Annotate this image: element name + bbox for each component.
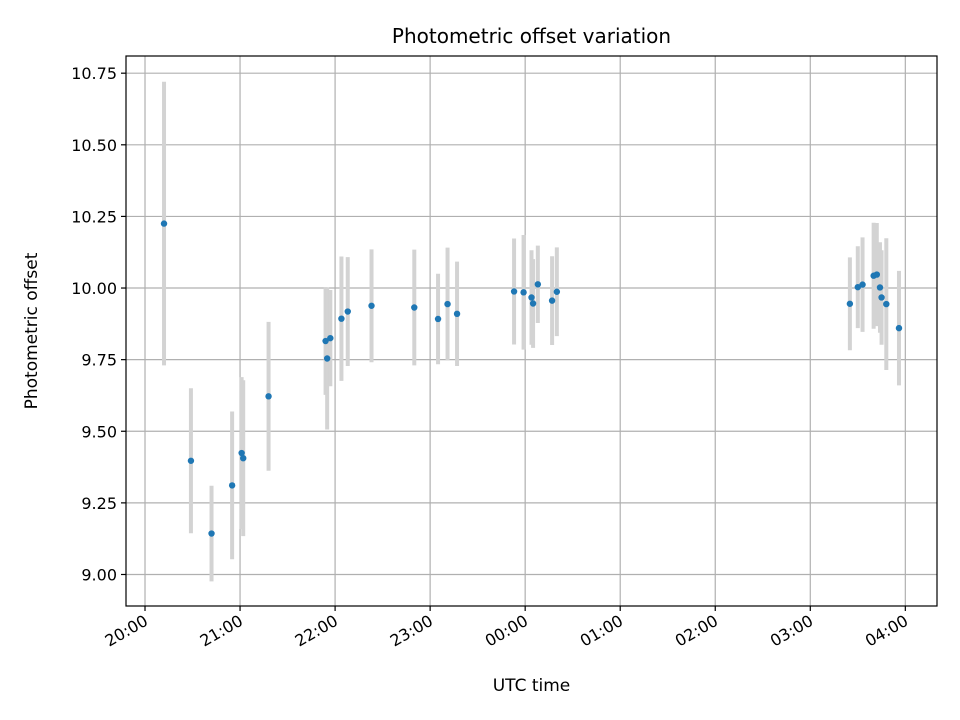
y-tick-label: 10.00	[71, 279, 117, 298]
data-point	[453, 310, 461, 318]
data-point	[323, 355, 331, 362]
data-point	[548, 297, 556, 304]
chart-title: Photometric offset variation	[392, 24, 671, 48]
data-point	[876, 284, 884, 291]
data-point	[895, 324, 903, 332]
y-tick-label: 9.00	[81, 565, 117, 584]
data-point	[553, 288, 561, 295]
data-point	[265, 393, 272, 400]
y-tick-label: 10.50	[71, 136, 117, 155]
data-point	[529, 300, 537, 307]
data-point	[528, 294, 535, 301]
data-point	[878, 294, 885, 301]
data-point	[338, 315, 345, 322]
data-point	[238, 449, 245, 457]
data-point	[534, 281, 542, 288]
data-point	[228, 482, 236, 489]
data-point	[883, 300, 890, 308]
y-axis-label: Photometric offset	[22, 252, 42, 409]
data-point	[873, 271, 881, 278]
y-tick-label: 9.25	[81, 494, 117, 513]
y-tick-label: 9.75	[81, 351, 117, 370]
data-point	[520, 289, 527, 296]
data-point	[160, 220, 168, 227]
data-point	[510, 288, 518, 295]
data-point	[322, 337, 329, 345]
data-point	[344, 308, 351, 315]
data-point	[240, 454, 247, 462]
data-point	[368, 302, 375, 309]
y-tick-label: 10.75	[71, 64, 117, 83]
x-axis-label: UTC time	[493, 676, 571, 696]
y-tick-label: 10.25	[71, 207, 117, 226]
data-point	[208, 530, 215, 537]
data-point	[444, 300, 451, 308]
data-point	[434, 315, 442, 323]
data-point	[411, 304, 418, 311]
y-tick-label: 9.50	[81, 422, 117, 441]
data-point	[187, 457, 195, 464]
data-points	[160, 220, 903, 537]
plot-frame	[125, 55, 938, 607]
data-point	[859, 281, 866, 288]
data-point	[846, 300, 854, 307]
data-point	[854, 283, 862, 291]
data-point	[327, 334, 334, 342]
y-axis-ticks: 9.00 9.25 9.50 9.75 10.00 10.25 10.50 10.75	[71, 64, 126, 584]
